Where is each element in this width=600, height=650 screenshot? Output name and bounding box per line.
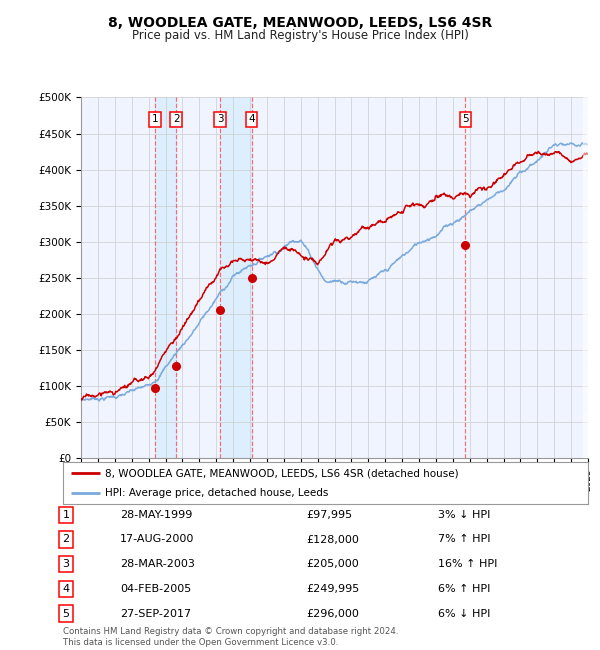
Text: 4: 4 xyxy=(248,114,255,124)
Text: 4: 4 xyxy=(62,584,70,594)
Text: 3: 3 xyxy=(62,559,70,569)
Text: 5: 5 xyxy=(62,608,70,619)
Text: 16% ↑ HPI: 16% ↑ HPI xyxy=(438,559,497,569)
Text: 04-FEB-2005: 04-FEB-2005 xyxy=(120,584,191,594)
Text: 3: 3 xyxy=(217,114,223,124)
Text: 3% ↓ HPI: 3% ↓ HPI xyxy=(438,510,490,520)
Text: 27-SEP-2017: 27-SEP-2017 xyxy=(120,608,191,619)
Text: £296,000: £296,000 xyxy=(306,608,359,619)
Text: Price paid vs. HM Land Registry's House Price Index (HPI): Price paid vs. HM Land Registry's House … xyxy=(131,29,469,42)
Text: 7% ↑ HPI: 7% ↑ HPI xyxy=(438,534,491,545)
Text: 28-MAR-2003: 28-MAR-2003 xyxy=(120,559,195,569)
Text: 2: 2 xyxy=(173,114,179,124)
Text: £128,000: £128,000 xyxy=(306,534,359,545)
Text: 5: 5 xyxy=(462,114,469,124)
Text: £97,995: £97,995 xyxy=(306,510,352,520)
Text: £249,995: £249,995 xyxy=(306,584,359,594)
Text: 28-MAY-1999: 28-MAY-1999 xyxy=(120,510,193,520)
Text: 1: 1 xyxy=(152,114,158,124)
Text: HPI: Average price, detached house, Leeds: HPI: Average price, detached house, Leed… xyxy=(105,488,328,498)
Text: 6% ↑ HPI: 6% ↑ HPI xyxy=(438,584,490,594)
Text: 8, WOODLEA GATE, MEANWOOD, LEEDS, LS6 4SR (detached house): 8, WOODLEA GATE, MEANWOOD, LEEDS, LS6 4S… xyxy=(105,469,458,478)
Text: 8, WOODLEA GATE, MEANWOOD, LEEDS, LS6 4SR: 8, WOODLEA GATE, MEANWOOD, LEEDS, LS6 4S… xyxy=(108,16,492,31)
Text: 17-AUG-2000: 17-AUG-2000 xyxy=(120,534,194,545)
Text: 2: 2 xyxy=(62,534,70,545)
Text: 1: 1 xyxy=(62,510,70,520)
Text: 6% ↓ HPI: 6% ↓ HPI xyxy=(438,608,490,619)
Bar xyxy=(220,98,251,458)
Text: £205,000: £205,000 xyxy=(306,559,359,569)
Bar xyxy=(155,98,176,458)
Text: Contains HM Land Registry data © Crown copyright and database right 2024.
This d: Contains HM Land Registry data © Crown c… xyxy=(63,627,398,647)
